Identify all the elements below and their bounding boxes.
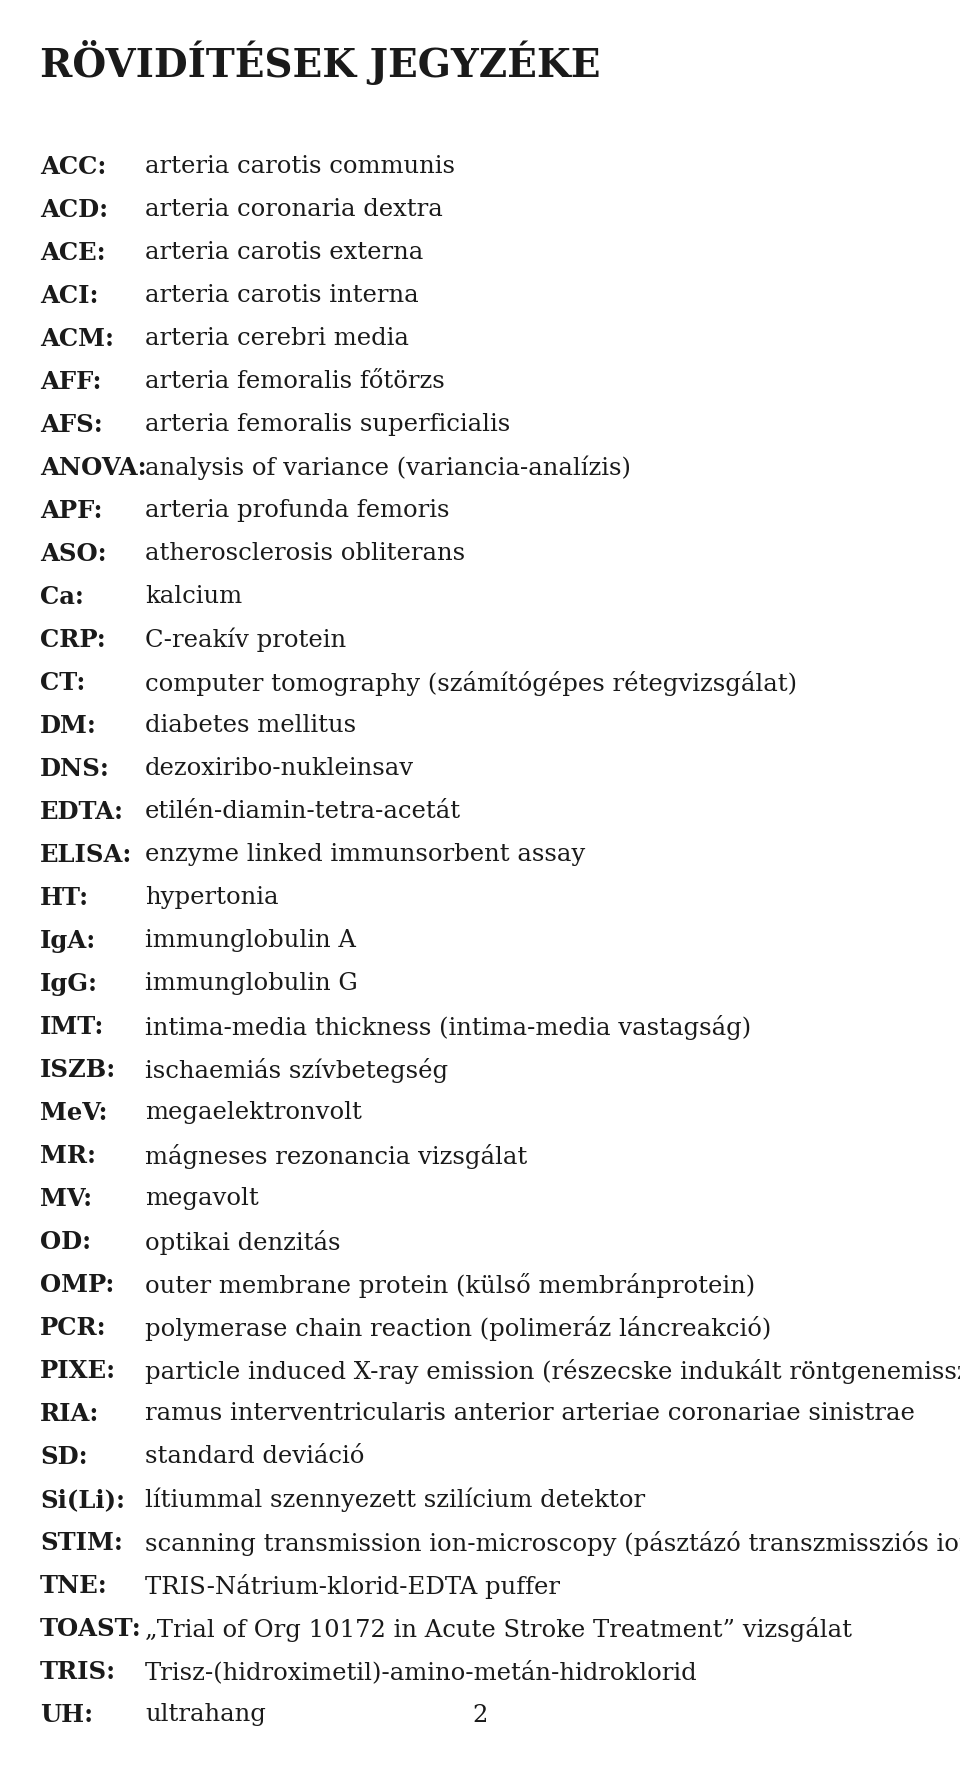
- Text: ELISA:: ELISA:: [40, 842, 132, 867]
- Text: polymerase chain reaction (polimeráz láncreakció): polymerase chain reaction (polimeráz lán…: [145, 1317, 771, 1342]
- Text: hypertonia: hypertonia: [145, 887, 278, 910]
- Text: AFF:: AFF:: [40, 370, 102, 394]
- Text: Si(Li):: Si(Li):: [40, 1487, 125, 1512]
- Text: arteria carotis interna: arteria carotis interna: [145, 284, 419, 307]
- Text: TRIS:: TRIS:: [40, 1660, 116, 1685]
- Text: ultrahang: ultrahang: [145, 1702, 266, 1725]
- Text: ischaemiás szívbetegség: ischaemiás szívbetegség: [145, 1057, 448, 1082]
- Text: outer membrane protein (külső membránprotein): outer membrane protein (külső membránpro…: [145, 1272, 756, 1297]
- Text: ANOVA:: ANOVA:: [40, 457, 147, 480]
- Text: IgG:: IgG:: [40, 972, 98, 995]
- Text: megaelektronvolt: megaelektronvolt: [145, 1102, 362, 1125]
- Text: diabetes mellitus: diabetes mellitus: [145, 714, 356, 737]
- Text: DM:: DM:: [40, 714, 97, 737]
- Text: computer tomography (számítógépes rétegvizsgálat): computer tomography (számítógépes rétegv…: [145, 672, 797, 697]
- Text: immunglobulin A: immunglobulin A: [145, 929, 356, 952]
- Text: TOAST:: TOAST:: [40, 1617, 142, 1640]
- Text: ACC:: ACC:: [40, 155, 107, 179]
- Text: DNS:: DNS:: [40, 757, 109, 782]
- Text: ISZB:: ISZB:: [40, 1057, 116, 1082]
- Text: C-reakív protein: C-reakív protein: [145, 627, 347, 652]
- Text: scanning transmission ion-microscopy (pásztázó transzmissziós ionmikroszkópia): scanning transmission ion-microscopy (pá…: [145, 1532, 960, 1557]
- Text: atherosclerosis obliterans: atherosclerosis obliterans: [145, 542, 466, 565]
- Text: arteria carotis externa: arteria carotis externa: [145, 242, 423, 265]
- Text: intima-media thickness (intima-media vastagság): intima-media thickness (intima-media vas…: [145, 1015, 751, 1040]
- Text: arteria femoralis superficialis: arteria femoralis superficialis: [145, 412, 511, 435]
- Text: ACI:: ACI:: [40, 284, 99, 307]
- Text: Ca:: Ca:: [40, 585, 84, 610]
- Text: ACD:: ACD:: [40, 197, 108, 222]
- Text: ASO:: ASO:: [40, 542, 107, 567]
- Text: mágneses rezonancia vizsgálat: mágneses rezonancia vizsgálat: [145, 1144, 527, 1169]
- Text: optikai denzitás: optikai denzitás: [145, 1230, 341, 1255]
- Text: arteria cerebri media: arteria cerebri media: [145, 327, 409, 350]
- Text: arteria profunda femoris: arteria profunda femoris: [145, 499, 449, 522]
- Text: particle induced X-ray emission (részecske indukált röntgenemisszió): particle induced X-ray emission (részecs…: [145, 1359, 960, 1384]
- Text: enzyme linked immunsorbent assay: enzyme linked immunsorbent assay: [145, 842, 586, 865]
- Text: analysis of variance (variancia-analízis): analysis of variance (variancia-analízis…: [145, 457, 631, 480]
- Text: IgA:: IgA:: [40, 929, 96, 952]
- Text: OMP:: OMP:: [40, 1272, 114, 1297]
- Text: lítiummal szennyezett szilícium detektor: lítiummal szennyezett szilícium detektor: [145, 1487, 645, 1512]
- Text: CRP:: CRP:: [40, 627, 106, 652]
- Text: „Trial of Org 10172 in Acute Stroke Treatment” vizsgálat: „Trial of Org 10172 in Acute Stroke Trea…: [145, 1617, 852, 1642]
- Text: immunglobulin G: immunglobulin G: [145, 972, 358, 995]
- Text: RIA:: RIA:: [40, 1402, 100, 1425]
- Text: megavolt: megavolt: [145, 1187, 259, 1210]
- Text: HT:: HT:: [40, 887, 89, 910]
- Text: arteria femoralis főtörzs: arteria femoralis főtörzs: [145, 370, 444, 393]
- Text: SD:: SD:: [40, 1445, 87, 1470]
- Text: kalcium: kalcium: [145, 585, 242, 608]
- Text: MR:: MR:: [40, 1144, 96, 1167]
- Text: STIM:: STIM:: [40, 1532, 123, 1555]
- Text: OD:: OD:: [40, 1230, 91, 1255]
- Text: UH:: UH:: [40, 1702, 93, 1727]
- Text: TNE:: TNE:: [40, 1574, 108, 1598]
- Text: standard deviáció: standard deviáció: [145, 1445, 365, 1468]
- Text: APF:: APF:: [40, 499, 103, 522]
- Text: PCR:: PCR:: [40, 1317, 107, 1340]
- Text: ACM:: ACM:: [40, 327, 114, 352]
- Text: EDTA:: EDTA:: [40, 800, 124, 825]
- Text: MeV:: MeV:: [40, 1102, 108, 1125]
- Text: arteria coronaria dextra: arteria coronaria dextra: [145, 197, 443, 220]
- Text: ACE:: ACE:: [40, 242, 106, 265]
- Text: CT:: CT:: [40, 672, 85, 695]
- Text: PIXE:: PIXE:: [40, 1359, 116, 1383]
- Text: dezoxiribo-nukleinsav: dezoxiribo-nukleinsav: [145, 757, 414, 780]
- Text: Trisz-(hidroximetil)-amino-metán-hidroklorid: Trisz-(hidroximetil)-amino-metán-hidrokl…: [145, 1660, 698, 1685]
- Text: IMT:: IMT:: [40, 1015, 105, 1040]
- Text: etilén-diamin-tetra-acetát: etilén-diamin-tetra-acetát: [145, 800, 461, 823]
- Text: AFS:: AFS:: [40, 412, 103, 437]
- Text: TRIS-Nátrium-klorid-EDTA puffer: TRIS-Nátrium-klorid-EDTA puffer: [145, 1574, 560, 1599]
- Text: MV:: MV:: [40, 1187, 92, 1210]
- Text: ramus interventricularis anterior arteriae coronariae sinistrae: ramus interventricularis anterior arteri…: [145, 1402, 915, 1425]
- Text: 2: 2: [472, 1704, 488, 1727]
- Text: RÖVIDÍTÉSEK JEGYZÉKE: RÖVIDÍTÉSEK JEGYZÉKE: [40, 41, 601, 85]
- Text: arteria carotis communis: arteria carotis communis: [145, 155, 455, 178]
